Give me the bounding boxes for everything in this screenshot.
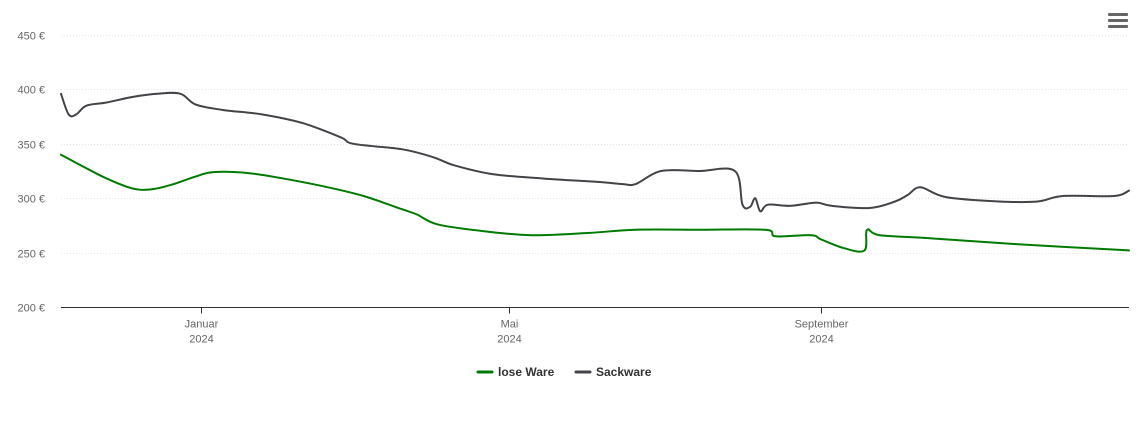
x-axis: Januar 2024 Mai 2024 September 2024 <box>61 307 1129 346</box>
series-line-lose-ware[interactable] <box>60 153 1130 253</box>
y-axis-labels: 200 € 250 € 300 € 350 € 400 € 450 € <box>17 31 45 315</box>
series-lines <box>60 91 1130 253</box>
y-tick-label: 300 € <box>17 194 45 206</box>
x-tick-year-label: 2024 <box>809 334 833 346</box>
series-line-sackware[interactable] <box>60 91 1130 213</box>
y-tick-label: 450 € <box>17 31 45 43</box>
legend[interactable]: lose Ware Sackware <box>476 365 652 379</box>
y-tick-label: 250 € <box>17 249 45 261</box>
y-tick-label: 200 € <box>17 303 45 315</box>
x-tick-year-label: 2024 <box>189 334 213 346</box>
legend-item-lose-ware[interactable]: lose Ware <box>476 365 555 379</box>
x-tick-month-label: September <box>795 319 849 331</box>
legend-label: lose Ware <box>498 365 555 379</box>
hamburger-menu-icon[interactable] <box>1108 13 1128 31</box>
x-tick-year-label: 2024 <box>497 334 521 346</box>
grid-lines <box>61 35 1129 254</box>
legend-label: Sackware <box>596 365 652 379</box>
x-tick-month-label: Mai <box>501 319 519 331</box>
x-tick-month-label: Januar <box>185 319 219 331</box>
y-tick-label: 350 € <box>17 140 45 152</box>
y-tick-label: 400 € <box>17 85 45 97</box>
legend-item-sackware[interactable]: Sackware <box>574 365 652 379</box>
